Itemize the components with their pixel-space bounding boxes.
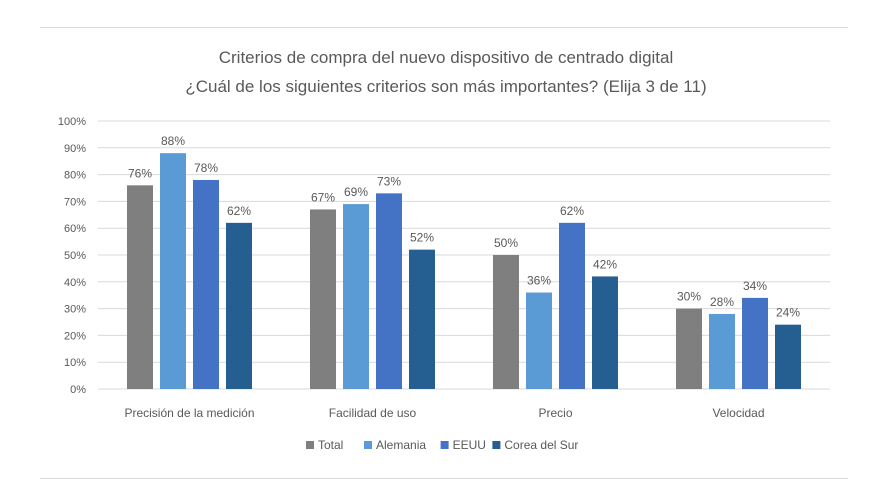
- gridlines: [98, 120, 830, 390]
- data-label: 34%: [743, 279, 767, 293]
- chart-subtitle: ¿Cuál de los siguientes criterios son má…: [185, 77, 706, 96]
- y-tick-label: 0%: [70, 384, 86, 396]
- y-axis: 0% 10% 20% 30% 40% 50% 60% 70% 80% 90% 100%: [58, 116, 86, 396]
- data-label: 28%: [710, 295, 734, 309]
- bar: [127, 185, 153, 389]
- data-label: 30%: [677, 290, 701, 304]
- data-label: 88%: [161, 134, 185, 148]
- legend-label: Total: [318, 438, 343, 452]
- data-label: 62%: [227, 204, 251, 218]
- legend: Total Alemania EEUU Corea del Sur: [306, 438, 578, 452]
- x-category-label: Precio: [538, 406, 572, 420]
- x-category-label: Velocidad: [712, 406, 764, 420]
- bar: [526, 292, 552, 389]
- y-tick-label: 10%: [64, 357, 86, 369]
- data-label: 52%: [410, 231, 434, 245]
- data-label: 76%: [128, 166, 152, 180]
- x-category-label: Precisión de la medición: [124, 406, 254, 420]
- y-tick-label: 40%: [64, 277, 86, 289]
- data-label: 67%: [311, 190, 335, 204]
- data-label: 73%: [377, 174, 401, 188]
- data-label: 78%: [194, 161, 218, 175]
- bar: [160, 153, 186, 389]
- y-tick-label: 20%: [64, 330, 86, 342]
- bar: [676, 308, 702, 389]
- bar: [376, 193, 402, 389]
- y-tick-label: 30%: [64, 304, 86, 316]
- legend-label: Alemania: [376, 438, 426, 452]
- data-label: 36%: [527, 274, 551, 288]
- y-tick-label: 80%: [64, 170, 86, 182]
- legend-label: EEUU: [453, 438, 486, 452]
- bar: [775, 324, 801, 389]
- bar: [226, 222, 252, 389]
- data-label: 62%: [560, 204, 584, 218]
- legend-swatch: [306, 441, 314, 449]
- data-labels: 76% 88% 78% 62% 67% 69% 73% 52% 50% 36% 62% 42% 30% 2…: [128, 134, 800, 320]
- bar: [592, 276, 618, 389]
- y-tick-label: 100%: [58, 116, 86, 128]
- bar: [742, 297, 768, 389]
- bottom-divider: [40, 478, 848, 479]
- bar: [493, 255, 519, 389]
- bar: [409, 249, 435, 389]
- y-tick-label: 50%: [64, 250, 86, 262]
- chart-title: Criterios de compra del nuevo dispositiv…: [219, 48, 674, 67]
- data-label: 42%: [593, 257, 617, 271]
- bar: [193, 179, 219, 389]
- data-label: 50%: [494, 236, 518, 250]
- legend-label: Corea del Sur: [504, 438, 578, 452]
- x-axis: Precisión de la medición Facilidad de uso…: [124, 406, 764, 420]
- legend-swatch: [364, 441, 372, 449]
- y-tick-label: 60%: [64, 223, 86, 235]
- bar: [310, 209, 336, 389]
- y-tick-label: 90%: [64, 143, 86, 155]
- bar: [559, 222, 585, 389]
- bar: [343, 204, 369, 389]
- y-tick-label: 70%: [64, 196, 86, 208]
- x-category-label: Facilidad de uso: [329, 406, 417, 420]
- data-label: 24%: [776, 306, 800, 320]
- top-divider: [40, 27, 848, 28]
- data-label: 69%: [344, 185, 368, 199]
- bars: [127, 153, 801, 389]
- legend-swatch: [440, 441, 449, 449]
- legend-swatch: [492, 441, 501, 449]
- bar: [709, 313, 735, 389]
